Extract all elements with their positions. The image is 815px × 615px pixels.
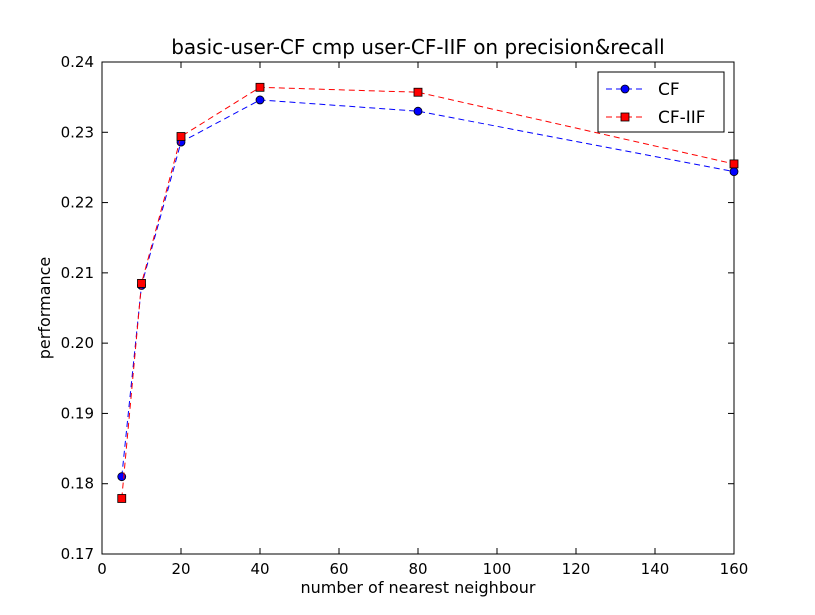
data-point-1 <box>117 472 127 482</box>
x-tick-label: 120 <box>562 560 591 578</box>
x-tick-label: 40 <box>250 560 269 578</box>
x-tick-label: 20 <box>171 560 190 578</box>
data-point-1 <box>255 95 265 105</box>
data-point-2 <box>413 87 423 97</box>
y-tick-label: 0.18 <box>61 475 94 493</box>
legend-swatch-marker <box>620 84 630 94</box>
y-tick-label: 0.17 <box>61 545 94 563</box>
x-tick-label: 140 <box>641 560 670 578</box>
data-point-2 <box>255 82 265 92</box>
y-tick-label: 0.19 <box>61 404 94 422</box>
plot-layer: 0 20 40 60 80 100 120 140 160 0.17 0.18 0.19 0.20 0.2… <box>61 53 749 578</box>
y-tick-label: 0.20 <box>61 334 94 352</box>
data-point-1 <box>413 106 423 116</box>
plot-frame <box>101 61 735 555</box>
chart-title: basic-user-CF cmp user-CF-IIF on precisi… <box>171 35 665 59</box>
legend-label: CF <box>658 80 680 100</box>
x-tick-label: 80 <box>408 560 427 578</box>
x-tick-label: 60 <box>329 560 348 578</box>
series-line-2 <box>121 86 735 499</box>
y-tick-label: 0.21 <box>61 264 94 282</box>
y-tick-label: 0.24 <box>61 53 94 71</box>
y-tick-label: 0.23 <box>61 123 94 141</box>
y-axis-label: performance <box>35 257 54 359</box>
x-tick-label: 100 <box>483 560 512 578</box>
legend-label: CF-IIF <box>658 108 706 128</box>
data-point-2 <box>176 132 186 141</box>
legend-box <box>597 71 725 133</box>
series-line-1 <box>121 99 735 477</box>
legend-swatch-marker <box>620 112 630 122</box>
data-point-2 <box>117 494 127 503</box>
x-tick-label: 160 <box>720 560 749 578</box>
y-tick-label: 0.22 <box>61 194 94 212</box>
data-point-2 <box>137 278 146 288</box>
data-point-2 <box>729 159 739 169</box>
x-tick-label: 0 <box>97 560 107 578</box>
x-axis-label: number of nearest neighbour <box>301 578 536 597</box>
data-point-1 <box>729 167 739 177</box>
